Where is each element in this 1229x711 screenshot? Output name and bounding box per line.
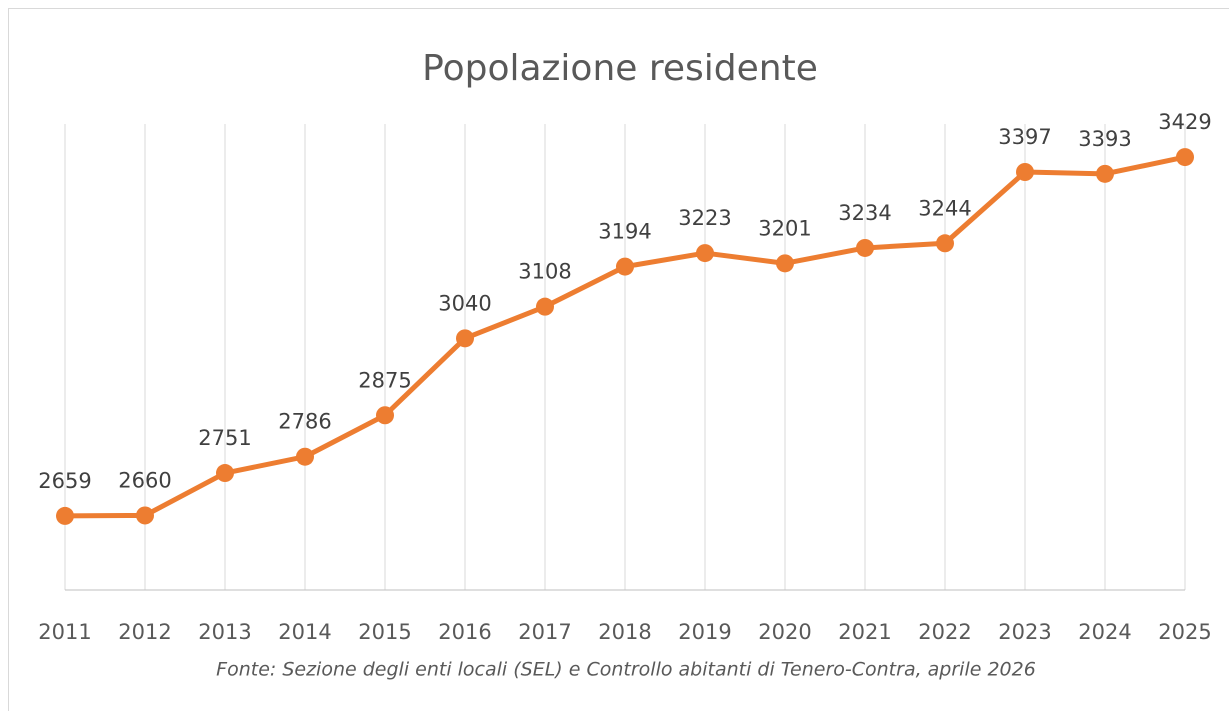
x-tick-label: 2015: [358, 620, 411, 644]
data-point: [536, 297, 554, 316]
chart-border: [8, 8, 1229, 711]
x-tick-label: 2018: [598, 620, 651, 644]
data-point: [216, 464, 234, 483]
data-point: [856, 238, 874, 257]
data-point: [136, 506, 154, 525]
x-tick-label: 2017: [518, 620, 571, 644]
data-label: 3108: [518, 260, 571, 284]
x-tick-label: 2019: [678, 620, 731, 644]
x-tick-label: 2012: [118, 620, 171, 644]
data-point: [616, 257, 634, 276]
data-label: 3397: [998, 125, 1051, 149]
x-tick-label: 2011: [38, 620, 91, 644]
data-label: 3194: [598, 220, 651, 244]
data-point: [776, 254, 794, 273]
data-label: 3244: [918, 196, 971, 220]
data-label: 2875: [358, 368, 411, 392]
x-tick-label: 2020: [758, 620, 811, 644]
data-label: 2786: [278, 410, 331, 434]
data-label: 2660: [118, 468, 171, 492]
x-tick-label: 2021: [838, 620, 891, 644]
data-point: [56, 506, 74, 525]
x-tick-label: 2022: [918, 620, 971, 644]
x-tick-label: 2024: [1078, 620, 1131, 644]
data-label: 3201: [758, 216, 811, 240]
x-tick-label: 2025: [1158, 620, 1211, 644]
data-label: 3234: [838, 201, 891, 225]
data-label: 2751: [198, 426, 251, 450]
chart-title: Popolazione residente: [422, 48, 818, 89]
data-label: 3429: [1158, 110, 1211, 134]
data-point: [1016, 162, 1034, 181]
x-tick-label: 2023: [998, 620, 1051, 644]
data-label: 3393: [1078, 127, 1131, 151]
x-tick-label: 2016: [438, 620, 491, 644]
data-label: 2659: [38, 469, 91, 493]
data-point: [1176, 148, 1194, 167]
data-point: [456, 329, 474, 348]
data-label: 3040: [438, 291, 491, 315]
data-label: 3223: [678, 206, 731, 230]
data-point: [936, 234, 954, 253]
source-note: Fonte: Sezione degli enti locali (SEL) e…: [216, 659, 1036, 681]
data-point: [296, 447, 314, 466]
data-point: [1096, 164, 1114, 183]
data-point: [376, 406, 394, 425]
data-point: [696, 244, 714, 263]
x-tick-label: 2013: [198, 620, 251, 644]
x-tick-label: 2014: [278, 620, 331, 644]
